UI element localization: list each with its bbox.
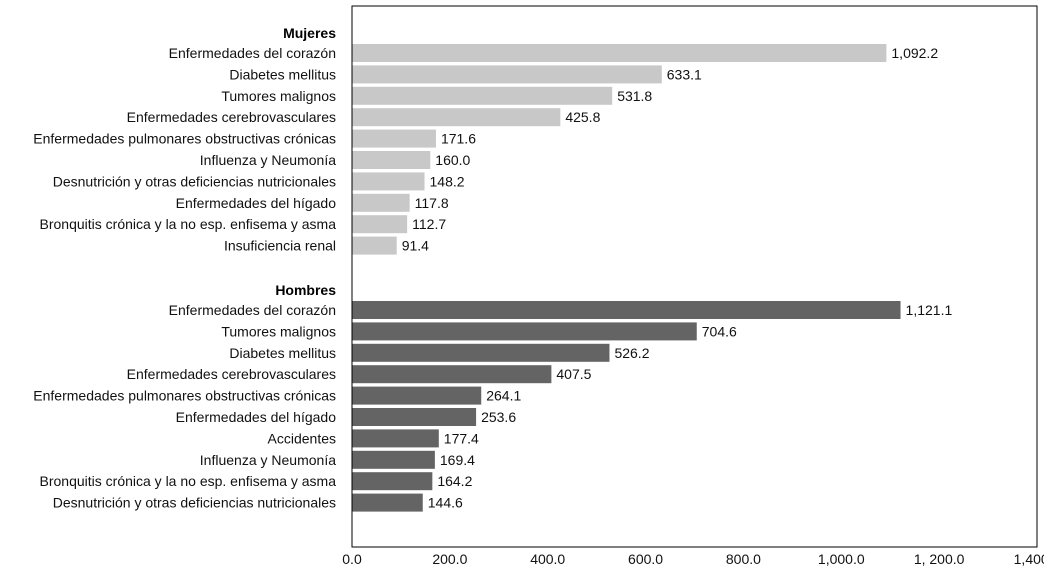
value-label-hombres-3: 407.5 [556,366,591,382]
x-tick-label-2: 400.0 [530,551,565,567]
value-label-hombres-6: 177.4 [444,430,479,446]
category-label-mujeres-3: Enfermedades cerebrovasculares [127,109,336,125]
category-label-mujeres-7: Enfermedades del hígado [176,195,337,211]
bar-hombres-6 [352,429,439,448]
plot-frame [351,5,1038,548]
category-label-mujeres-0: Enfermedades del corazón [169,45,336,61]
category-label-mujeres-2: Tumores malignos [221,88,336,104]
value-label-hombres-1: 704.6 [702,323,737,339]
category-label-hombres-0: Enfermedades del corazón [169,302,336,318]
category-label-hombres-9: Desnutrición y otras deficiencias nutric… [53,495,336,511]
bars-layer [352,44,901,512]
bar-mujeres-7 [352,193,410,212]
bar-mujeres-2 [352,86,613,105]
bar-mujeres-9 [352,236,397,255]
value-label-mujeres-1: 633.1 [667,66,702,82]
value-label-mujeres-3: 425.8 [565,109,600,125]
category-label-hombres-6: Accidentes [268,430,336,446]
value-label-mujeres-6: 148.2 [430,173,465,189]
x-tick-label-3: 600.0 [628,551,663,567]
value-label-hombres-5: 253.6 [481,409,516,425]
value-label-mujeres-4: 171.6 [441,131,476,147]
bar-mujeres-8 [352,215,408,234]
bar-hombres-3 [352,365,552,384]
category-label-hombres-7: Influenza y Neumonía [200,452,336,468]
value-label-hombres-9: 144.6 [428,495,463,511]
bar-hombres-8 [352,472,433,491]
x-tick-label-4: 800.0 [726,551,761,567]
category-label-mujeres-6: Desnutrición y otras deficiencias nutric… [53,173,336,189]
bar-mujeres-6 [352,172,425,191]
value-label-mujeres-5: 160.0 [435,152,470,168]
category-label-hombres-8: Bronquitis crónica y la no esp. enfisema… [40,473,337,489]
x-tick-label-6: 1, 200.0 [914,551,965,567]
category-label-hombres-4: Enfermedades pulmonares obstructivas cró… [33,388,336,404]
x-tick-label-1: 200.0 [432,551,467,567]
bar-mujeres-1 [352,65,662,84]
labels-layer: Mujeres Enfermedades del corazón 1,092.2 Di… [33,25,952,511]
category-label-hombres-5: Enfermedades del hígado [176,409,337,425]
x-axis-ticks: 0.0 200.0 400.0 600.0 800.0 1,000.0 1, 200.0 1,… [342,551,1044,567]
x-tick-label-0: 0.0 [342,551,362,567]
category-label-hombres-3: Enfermedades cerebrovasculares [127,366,336,382]
category-label-mujeres-8: Bronquitis crónica y la no esp. enfisema… [40,216,337,232]
bar-mujeres-3 [352,108,561,127]
bar-hombres-0 [352,301,901,319]
bar-hombres-5 [352,408,477,426]
group-title-hombres: Hombres [275,282,336,298]
category-label-mujeres-4: Enfermedades pulmonares obstructivas cró… [33,131,336,147]
value-label-mujeres-9: 91.4 [402,238,429,254]
bar-mujeres-0 [352,44,887,62]
category-label-hombres-1: Tumores malignos [221,323,336,339]
category-label-hombres-2: Diabetes mellitus [229,345,336,361]
x-tick-label-7: 1,400.0 [1014,551,1044,567]
value-label-mujeres-8: 112.7 [412,216,446,232]
value-label-hombres-0: 1,121.1 [906,302,953,318]
category-label-mujeres-9: Insuficiencia renal [224,238,336,254]
x-tick-label-5: 1,000.0 [818,551,865,567]
bar-hombres-9 [352,493,423,512]
category-label-mujeres-1: Diabetes mellitus [229,66,336,82]
bar-hombres-2 [352,343,610,362]
bar-hombres-1 [352,322,697,341]
value-label-mujeres-7: 117.8 [415,195,449,211]
value-label-hombres-7: 169.4 [440,452,475,468]
value-label-hombres-2: 526.2 [614,345,649,361]
category-label-mujeres-5: Influenza y Neumonía [200,152,336,168]
bar-hombres-7 [352,450,435,469]
bar-hombres-4 [352,386,482,405]
value-label-hombres-4: 264.1 [486,388,521,404]
value-label-mujeres-2: 531.8 [617,88,652,104]
bar-mujeres-5 [352,151,431,169]
bar-mujeres-4 [352,129,436,148]
value-label-hombres-8: 164.2 [437,473,472,489]
group-title-mujeres: Mujeres [283,25,336,41]
value-label-mujeres-0: 1,092.2 [891,45,938,61]
